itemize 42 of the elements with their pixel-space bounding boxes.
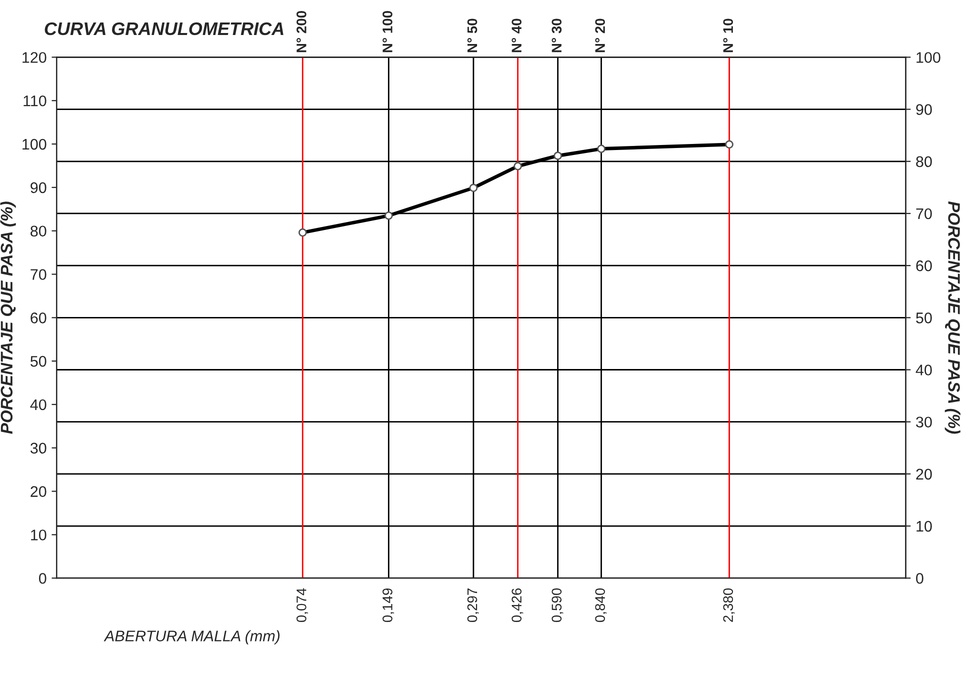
x-tick-label: 0,840 [595,588,607,622]
ref-line-label: N° 100 [382,10,392,52]
ref-line-label: N° 40 [512,18,522,52]
ref-line-label: N° 10 [723,18,734,52]
y2-tick-label: 90 [916,104,932,115]
y2-axis-title: PORCENTAJE QUE PASA (%) [944,201,960,434]
x-tick-label: 0,297 [467,588,479,622]
y-tick-label: 80 [30,226,46,237]
ref-line-label: N° 30 [552,18,562,52]
chart-title: CURVA GRANULOMETRICA [44,22,284,36]
y2-tick-label: 20 [916,468,932,480]
y2-tick-label: 40 [916,364,932,376]
y-tick-label: 10 [31,530,46,540]
y-tick-label: 60 [30,312,46,324]
y-tick-label: 50 [30,356,46,367]
y-tick-label: 120 [22,52,46,63]
ref-line-label: N° 20 [595,18,605,52]
x-tick-label: 0,590 [552,588,564,622]
y2-tick-label: 0 [916,572,924,584]
y-tick-label: 90 [30,182,46,194]
y-axis-title: PORCENTAJE QUE PASA (%) [0,202,16,434]
y2-tick-label: 50 [916,312,932,324]
y2-tick-label: 80 [916,156,932,168]
ref-line-label: N° 50 [467,18,478,52]
y-tick-label: 70 [30,269,46,280]
y-tick-label: 100 [22,138,46,150]
y2-tick-label: 60 [916,260,932,272]
x-tick-label: 0,074 [296,588,308,622]
y-tick-label: 0 [38,572,46,584]
x-tick-label: 0,149 [382,588,394,622]
y2-tick-label: 30 [916,416,932,428]
x-tick-label: 0,426 [512,588,524,622]
x-tick-label: 2,380 [723,588,735,622]
y2-tick-label: 100 [916,52,940,63]
x-axis-title: ABERTURA MALLA (mm) [104,630,280,644]
ref-line-label: N° 200 [296,10,306,52]
y2-tick-label: 10 [916,520,932,532]
y2-tick-label: 70 [916,208,932,220]
y-tick-label: 40 [30,399,46,410]
y-tick-label: 30 [30,442,46,454]
y-tick-label: 110 [24,95,46,106]
y-tick-label: 20 [30,486,46,497]
